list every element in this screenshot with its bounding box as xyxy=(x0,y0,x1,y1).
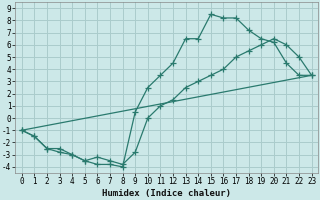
X-axis label: Humidex (Indice chaleur): Humidex (Indice chaleur) xyxy=(102,189,231,198)
